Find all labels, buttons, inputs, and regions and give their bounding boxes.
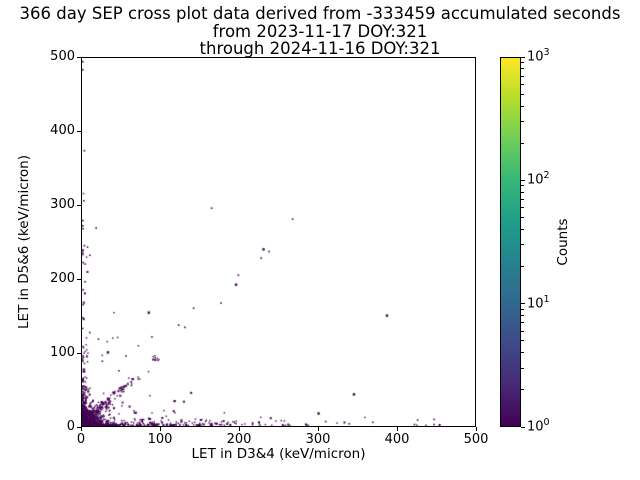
colorbar [500, 57, 521, 427]
colorbar-minor-tick [521, 228, 524, 230]
colorbar-minor-tick [521, 330, 524, 332]
x-axis-tick-label: 200 [226, 432, 252, 447]
x-axis-tick-label: 400 [384, 432, 410, 447]
colorbar-minor-tick [521, 62, 524, 64]
x-axis-tick-label: 100 [147, 432, 173, 447]
x-axis-tick-label: 300 [305, 432, 331, 447]
colorbar-minor-tick [521, 207, 524, 209]
colorbar-tick-label: 100 [527, 417, 550, 435]
y-axis-tick [77, 352, 81, 354]
colorbar-tick [521, 179, 525, 181]
y-axis-tick [77, 130, 81, 132]
x-axis-tick [396, 427, 398, 431]
colorbar-minor-tick [521, 315, 524, 317]
y-axis-tick [77, 56, 81, 58]
colorbar-minor-tick [521, 198, 524, 200]
colorbar-minor-tick [521, 191, 524, 193]
colorbar-minor-tick [521, 83, 524, 85]
y-axis-tick-label: 300 [50, 196, 75, 212]
colorbar-minor-tick [521, 185, 524, 187]
y-axis-tick [77, 204, 81, 206]
colorbar-tick [521, 56, 525, 58]
x-axis-tick [80, 427, 82, 431]
title-line-2: from 2023-11-17 DOY:321 [212, 21, 428, 41]
title-line-1: 366 day SEP cross plot data derived from… [19, 4, 621, 23]
x-axis-tick [317, 427, 319, 431]
colorbar-minor-tick [521, 322, 524, 324]
plot-area [81, 57, 476, 427]
x-axis-tick [238, 427, 240, 431]
colorbar-minor-tick [521, 244, 524, 246]
colorbar-label: Counts [555, 218, 571, 266]
colorbar-tick-label: 103 [527, 47, 550, 65]
colorbar-minor-tick [521, 93, 524, 95]
colorbar-minor-tick [521, 75, 524, 77]
colorbar-minor-tick [521, 142, 524, 144]
y-axis-tick-label: 0 [66, 418, 75, 434]
y-axis-tick [77, 426, 81, 428]
colorbar-minor-tick [521, 340, 524, 342]
title-line-3: through 2024-11-16 DOY:321 [199, 39, 441, 58]
y-axis-tick-label: 400 [50, 122, 75, 138]
colorbar-tick [521, 303, 525, 305]
colorbar-tick [521, 426, 525, 428]
scatter-canvas [82, 58, 475, 426]
x-axis-tick [475, 427, 477, 431]
colorbar-minor-tick [521, 367, 524, 369]
colorbar-minor-tick [521, 68, 524, 70]
x-axis-label: LET in D3&4 (keV/micron) [191, 446, 366, 462]
y-axis-tick-label: 500 [50, 48, 75, 64]
colorbar-minor-tick [521, 308, 524, 310]
colorbar-minor-tick [521, 216, 524, 218]
y-axis-tick-label: 200 [50, 270, 75, 286]
x-axis-tick-label: 500 [463, 432, 489, 447]
y-axis-tick [77, 278, 81, 280]
colorbar-minor-tick [521, 389, 524, 391]
colorbar-minor-tick [521, 105, 524, 107]
colorbar-tick-label: 102 [527, 170, 550, 188]
colorbar-minor-tick [521, 120, 524, 122]
x-axis-tick-label: 0 [76, 432, 86, 447]
colorbar-tick-label: 101 [527, 293, 550, 311]
chart-title: 366 day SEP cross plot data derived from… [0, 5, 640, 58]
colorbar-minor-tick [521, 352, 524, 354]
colorbar-minor-tick [521, 266, 524, 268]
y-axis-tick-label: 100 [50, 344, 75, 360]
y-axis-label: LET in D5&6 (keV/micron) [16, 155, 32, 329]
x-axis-tick [159, 427, 161, 431]
